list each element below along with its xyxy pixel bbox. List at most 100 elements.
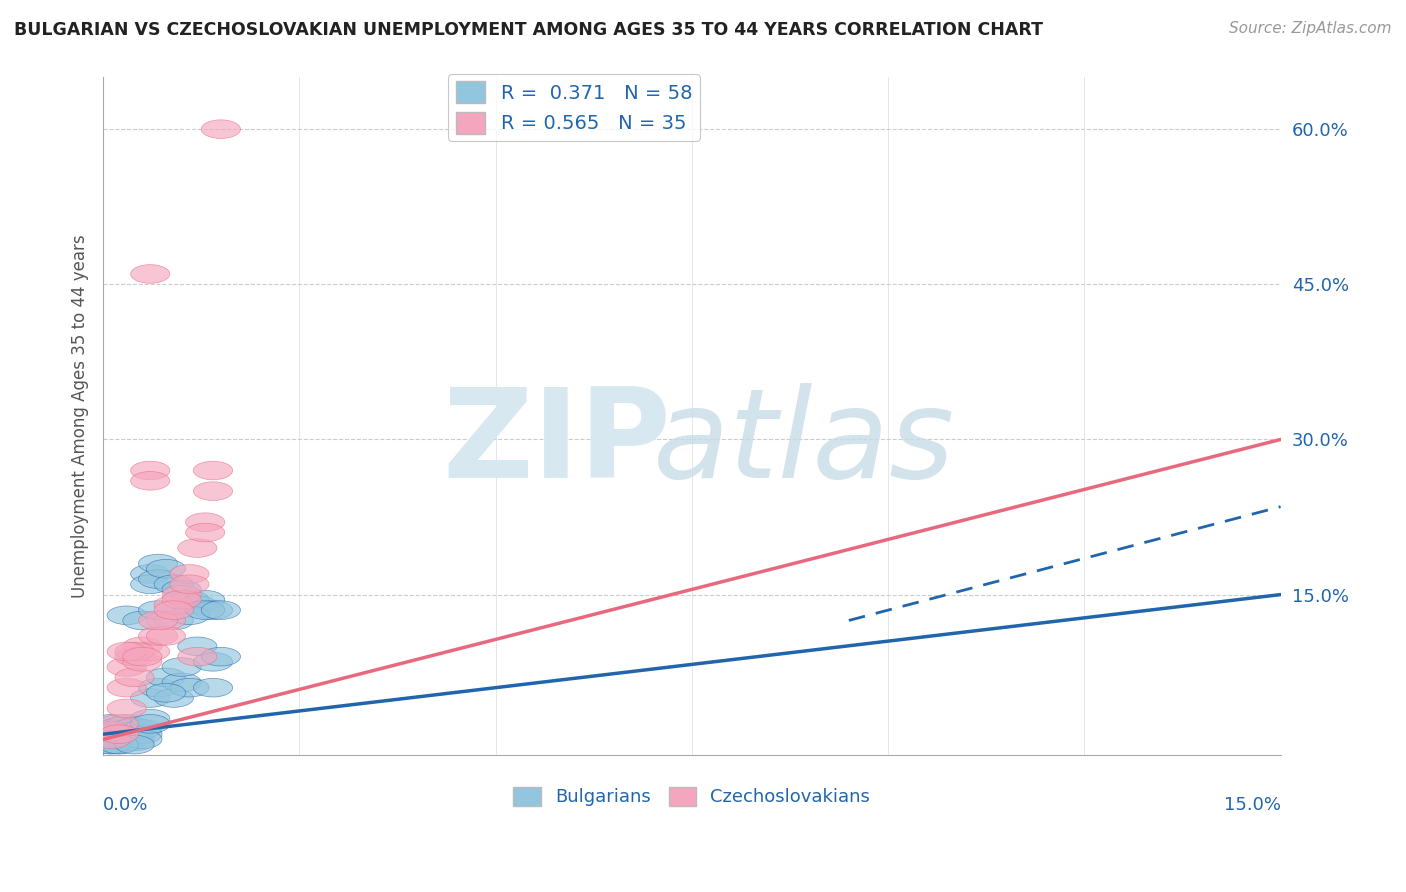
Ellipse shape bbox=[131, 709, 170, 728]
Ellipse shape bbox=[155, 596, 194, 615]
Ellipse shape bbox=[194, 653, 232, 671]
Ellipse shape bbox=[138, 570, 177, 589]
Ellipse shape bbox=[122, 720, 162, 739]
Ellipse shape bbox=[162, 657, 201, 676]
Ellipse shape bbox=[155, 601, 194, 619]
Ellipse shape bbox=[162, 585, 201, 604]
Text: BULGARIAN VS CZECHOSLOVAKIAN UNEMPLOYMENT AMONG AGES 35 TO 44 YEARS CORRELATION : BULGARIAN VS CZECHOSLOVAKIAN UNEMPLOYMEN… bbox=[14, 21, 1043, 38]
Legend: Bulgarians, Czechoslovakians: Bulgarians, Czechoslovakians bbox=[506, 780, 877, 814]
Ellipse shape bbox=[115, 668, 155, 687]
Text: atlas: atlas bbox=[652, 383, 955, 504]
Ellipse shape bbox=[122, 637, 162, 656]
Ellipse shape bbox=[155, 575, 194, 593]
Ellipse shape bbox=[186, 601, 225, 619]
Text: Source: ZipAtlas.com: Source: ZipAtlas.com bbox=[1229, 21, 1392, 36]
Ellipse shape bbox=[146, 627, 186, 645]
Ellipse shape bbox=[107, 678, 146, 697]
Ellipse shape bbox=[146, 683, 186, 702]
Ellipse shape bbox=[115, 732, 155, 751]
Ellipse shape bbox=[177, 596, 217, 615]
Ellipse shape bbox=[186, 591, 225, 609]
Ellipse shape bbox=[100, 714, 138, 733]
Ellipse shape bbox=[107, 657, 146, 676]
Ellipse shape bbox=[131, 642, 170, 661]
Ellipse shape bbox=[201, 120, 240, 138]
Ellipse shape bbox=[122, 648, 162, 666]
Ellipse shape bbox=[107, 725, 146, 744]
Ellipse shape bbox=[177, 637, 217, 656]
Ellipse shape bbox=[138, 611, 177, 630]
Ellipse shape bbox=[194, 461, 232, 480]
Ellipse shape bbox=[91, 730, 131, 748]
Ellipse shape bbox=[100, 722, 138, 740]
Text: 0.0%: 0.0% bbox=[103, 796, 149, 814]
Ellipse shape bbox=[115, 728, 155, 747]
Ellipse shape bbox=[138, 627, 177, 645]
Ellipse shape bbox=[91, 735, 131, 754]
Ellipse shape bbox=[194, 601, 232, 619]
Ellipse shape bbox=[107, 714, 146, 733]
Ellipse shape bbox=[131, 689, 170, 707]
Ellipse shape bbox=[131, 461, 170, 480]
Ellipse shape bbox=[122, 653, 162, 671]
Ellipse shape bbox=[107, 642, 146, 661]
Ellipse shape bbox=[100, 735, 138, 754]
Ellipse shape bbox=[155, 689, 194, 707]
Ellipse shape bbox=[162, 673, 201, 692]
Ellipse shape bbox=[162, 591, 201, 609]
Ellipse shape bbox=[177, 539, 217, 558]
Ellipse shape bbox=[122, 725, 162, 744]
Ellipse shape bbox=[162, 580, 201, 599]
Ellipse shape bbox=[177, 648, 217, 666]
Ellipse shape bbox=[146, 611, 186, 630]
Ellipse shape bbox=[91, 720, 131, 739]
Ellipse shape bbox=[155, 611, 194, 630]
Ellipse shape bbox=[146, 668, 186, 687]
Ellipse shape bbox=[170, 606, 209, 624]
Ellipse shape bbox=[107, 732, 146, 751]
Ellipse shape bbox=[131, 575, 170, 593]
Ellipse shape bbox=[91, 732, 131, 751]
Ellipse shape bbox=[100, 718, 138, 736]
Ellipse shape bbox=[100, 730, 138, 748]
Ellipse shape bbox=[115, 735, 155, 754]
Ellipse shape bbox=[122, 730, 162, 748]
Ellipse shape bbox=[138, 554, 177, 573]
Ellipse shape bbox=[100, 735, 138, 754]
Ellipse shape bbox=[107, 730, 146, 748]
Ellipse shape bbox=[194, 678, 232, 697]
Ellipse shape bbox=[91, 722, 131, 740]
Ellipse shape bbox=[131, 265, 170, 284]
Ellipse shape bbox=[107, 606, 146, 624]
Ellipse shape bbox=[186, 513, 225, 532]
Ellipse shape bbox=[115, 648, 155, 666]
Ellipse shape bbox=[201, 648, 240, 666]
Ellipse shape bbox=[91, 714, 131, 733]
Ellipse shape bbox=[100, 725, 138, 744]
Ellipse shape bbox=[194, 482, 232, 500]
Ellipse shape bbox=[91, 735, 131, 754]
Y-axis label: Unemployment Among Ages 35 to 44 years: Unemployment Among Ages 35 to 44 years bbox=[72, 235, 89, 598]
Ellipse shape bbox=[170, 565, 209, 583]
Ellipse shape bbox=[131, 714, 170, 733]
Ellipse shape bbox=[115, 642, 155, 661]
Ellipse shape bbox=[146, 559, 186, 578]
Ellipse shape bbox=[138, 678, 177, 697]
Ellipse shape bbox=[131, 565, 170, 583]
Ellipse shape bbox=[170, 575, 209, 593]
Ellipse shape bbox=[170, 591, 209, 609]
Ellipse shape bbox=[91, 725, 131, 744]
Ellipse shape bbox=[131, 472, 170, 490]
Ellipse shape bbox=[138, 601, 177, 619]
Ellipse shape bbox=[122, 611, 162, 630]
Ellipse shape bbox=[107, 720, 146, 739]
Ellipse shape bbox=[115, 718, 155, 736]
Ellipse shape bbox=[100, 728, 138, 747]
Ellipse shape bbox=[115, 722, 155, 740]
Ellipse shape bbox=[170, 678, 209, 697]
Text: ZIP: ZIP bbox=[441, 383, 671, 504]
Text: 15.0%: 15.0% bbox=[1223, 796, 1281, 814]
Ellipse shape bbox=[91, 730, 131, 748]
Ellipse shape bbox=[186, 524, 225, 541]
Ellipse shape bbox=[107, 699, 146, 718]
